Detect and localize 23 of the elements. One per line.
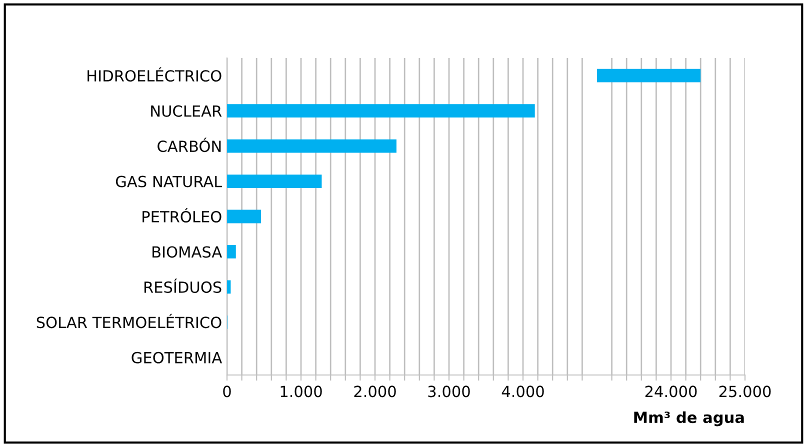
bar [227,210,262,224]
y-tick-label: NUCLEAR [151,105,222,117]
x-tick-label: 2.000 [354,386,396,398]
x-tick-label: 25.000 [719,386,771,398]
y-tick-label: CARBÓN [158,138,221,152]
bar [227,139,396,153]
y-tick-label: GEOTERMIA [132,352,222,364]
x-axis-title: Mm³ de agua [634,411,744,426]
bar [227,174,322,188]
x-tick-label: 1.000 [280,386,322,398]
y-tick-label: BIOMASA [152,246,222,258]
y-tick-label: SOLAR TERMOELÉTRICO [36,314,222,328]
y-tick-label: RESÍDUOS [144,278,222,293]
x-tick-label: 3.000 [428,386,470,398]
x-tick-label: 4.000 [502,386,544,398]
bar [227,104,535,118]
y-tick-label: PETRÓLEO [142,208,222,223]
y-tick-label: HIDROELÉCTRICO [88,67,222,82]
x-tick-label: 0 [223,386,231,398]
bar [227,280,231,294]
x-tick-label: 24.000 [645,386,697,398]
bar [227,245,236,258]
y-tick-label: GAS NATURAL [116,176,222,188]
